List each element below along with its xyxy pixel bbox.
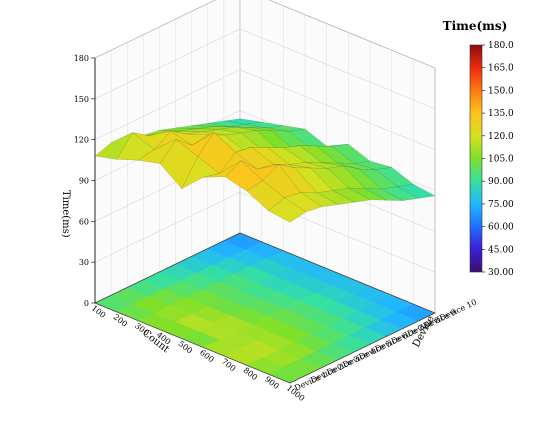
colorbar-tick-label: 150.0	[488, 86, 514, 96]
colorbar-tick-label: 135.0	[488, 109, 514, 119]
z-tick-label: 180	[74, 54, 89, 63]
colorbar-tick-label: 75.00	[488, 200, 514, 210]
colorbar-tick-label: 90.00	[488, 177, 514, 187]
z-tick-label: 90	[79, 177, 89, 186]
z-tick-label: 0	[84, 299, 89, 308]
z-tick-label: 120	[74, 136, 89, 145]
colorbar-tick-label: 60.00	[488, 223, 514, 233]
colorbar-tick-label: 30.00	[488, 268, 514, 278]
colorbar-tick-label: 105.0	[488, 155, 514, 165]
surface-cell	[267, 197, 307, 223]
colorbar: Time(ms) 30.00 45.00 60.00 75.00 90.00 105.0 12…	[443, 19, 514, 278]
colorbar-tick-label: 45.00	[488, 245, 514, 255]
z-tick-label: 150	[74, 95, 89, 104]
colorbar-tick-label: 120.0	[488, 132, 514, 142]
colorbar-tick-label: 165.0	[488, 64, 514, 74]
colorbar-title: Time(ms)	[443, 19, 508, 33]
floor-outline	[94, 232, 436, 384]
z-axis-title: Time(ms)	[60, 190, 71, 238]
y-tick-label: Device 10	[438, 298, 478, 323]
z-tick-label: 60	[79, 217, 89, 226]
z-tick-label: 30	[79, 258, 89, 267]
surface-cell	[364, 188, 403, 201]
colorbar-gradient	[469, 44, 483, 273]
colorbar-tick-label: 180.0	[488, 41, 514, 51]
surface-cell	[316, 190, 356, 205]
